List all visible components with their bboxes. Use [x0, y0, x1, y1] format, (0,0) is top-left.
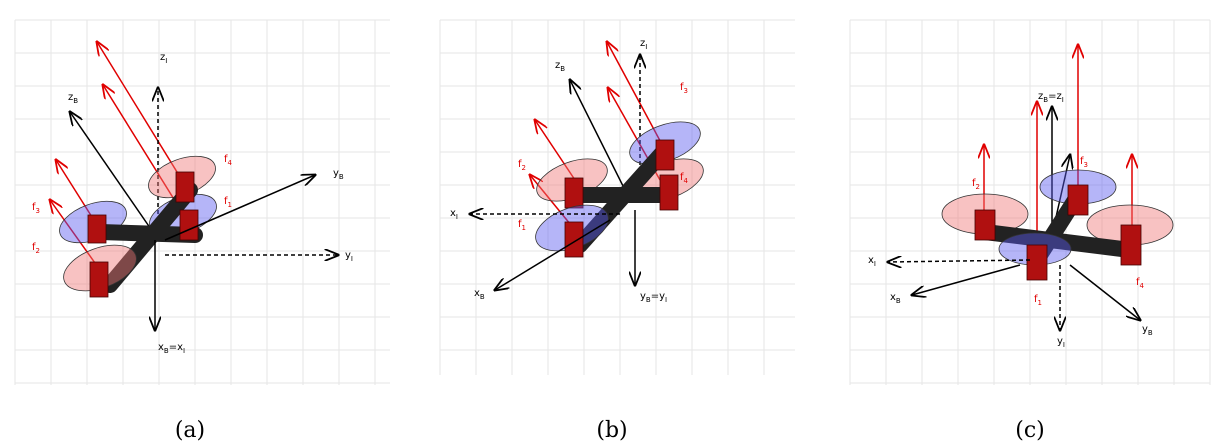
force-label: f4: [1136, 277, 1145, 290]
caption: (c): [1015, 418, 1045, 443]
axis-label: zB: [68, 92, 78, 105]
subscript: 4: [1140, 282, 1145, 290]
caption: (b): [596, 418, 627, 443]
axis-label: xB: [890, 292, 901, 305]
axis-label: yB: [333, 168, 344, 181]
drone-b: [470, 42, 709, 290]
subscript: B: [1148, 329, 1153, 337]
subscript: I: [665, 296, 667, 304]
axis-label: zI: [160, 52, 167, 65]
axis-label: yI: [1057, 336, 1065, 349]
axis-label: zI: [640, 38, 647, 51]
subscript: 3: [36, 207, 40, 215]
axis-label: xB=xI: [158, 342, 185, 355]
subscript: I: [874, 260, 876, 268]
force-label: f1: [518, 219, 526, 232]
subscript: B: [896, 297, 901, 305]
subscript: I: [165, 57, 167, 65]
subscript: B: [339, 173, 344, 181]
symbol: =z: [1048, 91, 1062, 102]
axis-label: zB: [555, 60, 565, 73]
axis-label: xI: [868, 255, 876, 268]
force-label: f2: [32, 242, 40, 255]
subscript: I: [645, 43, 647, 51]
subscript: 2: [36, 247, 40, 255]
force-label: f1: [1034, 294, 1042, 307]
drone-a: [50, 42, 338, 330]
axis-label: yB: [1142, 324, 1153, 337]
subscript: 4: [684, 177, 689, 185]
axis-label: yB=yI: [640, 291, 667, 304]
subscript: B: [73, 97, 78, 105]
symbol: =y: [651, 291, 665, 302]
axis-label: yI: [345, 250, 353, 263]
subscript: 1: [522, 224, 526, 232]
force-label: f3: [1080, 156, 1088, 169]
subscript: I: [1063, 341, 1065, 349]
symbol: =x: [169, 342, 183, 353]
subscript: I: [183, 347, 185, 355]
force-label: f2: [972, 178, 980, 191]
subscript: 1: [228, 201, 232, 209]
subscript: 2: [976, 183, 980, 191]
axis-label: xI: [450, 208, 458, 221]
caption: (a): [175, 418, 205, 443]
subscript: I: [1062, 96, 1064, 104]
subscript: 1: [1038, 299, 1042, 307]
subscript: 3: [1084, 161, 1088, 169]
figure: (a)zIzByByIxB=xIf4f1f3f2(b)zIzBf3f2f4xIf…: [0, 0, 1217, 448]
axis-label: zB=zI: [1038, 91, 1064, 104]
subscript: 3: [684, 87, 688, 95]
force-label: f3: [680, 82, 688, 95]
subscript: I: [456, 213, 458, 221]
subscript: 4: [228, 159, 233, 167]
force-label: f3: [32, 202, 40, 215]
force-label: f2: [518, 159, 526, 172]
subscript: 2: [522, 164, 526, 172]
subscript: B: [480, 293, 485, 301]
subscript: I: [351, 255, 353, 263]
subscript: B: [560, 65, 565, 73]
